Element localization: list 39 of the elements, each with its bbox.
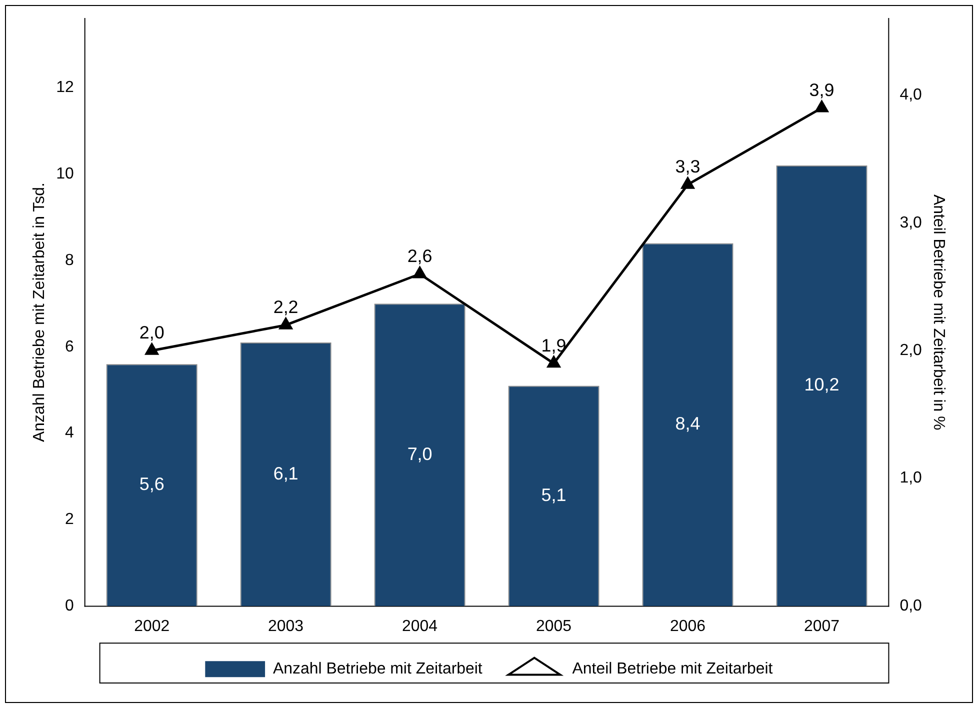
x-tick-label: 2004: [402, 618, 438, 636]
y2-tick-label: 4,0: [900, 86, 922, 104]
data-label: 3,3: [675, 156, 700, 177]
legend-label: Anteil Betriebe mit Zeitarbeit: [572, 660, 774, 678]
legend-label: Anzahl Betriebe mit Zeitarbeit: [273, 660, 483, 678]
x-tick-label: 2005: [536, 618, 572, 636]
y-tick-label: 6: [64, 338, 74, 356]
y2-tick-label: 1,0: [900, 470, 922, 487]
y2-axis-title: Anteil Betriebe mit Zeitarbeit in %: [930, 194, 948, 430]
data-label: 6,1: [273, 463, 298, 484]
point: [145, 343, 158, 355]
data-label: 2,6: [407, 246, 432, 266]
data-label: 5,1: [541, 484, 566, 505]
y-tick-label: 12: [56, 79, 74, 96]
point: [815, 100, 828, 112]
x-tick-label: 2007: [804, 618, 840, 636]
data-label: 5,6: [139, 474, 164, 494]
y-tick-label: 0: [64, 597, 74, 614]
y-tick-label: 10: [56, 165, 74, 182]
y2-tick-label: 3,0: [900, 214, 922, 232]
point: [547, 356, 560, 368]
y-tick-label: 4: [64, 424, 74, 442]
point: [413, 266, 426, 278]
y-tick-label: 2: [64, 511, 74, 528]
y2-tick-label: 2,0: [900, 342, 922, 360]
data-label: 3,9: [809, 80, 834, 100]
point: [681, 177, 694, 189]
x-tick-label: 2006: [670, 618, 706, 636]
point: [279, 318, 292, 330]
y2-tick-label: 0,0: [900, 597, 922, 614]
y-axis-title: Anzahl Betriebe mit Zeitarbeit in Tsd.: [30, 182, 48, 442]
data-label: 2,2: [273, 297, 298, 318]
x-tick-label: 2003: [268, 618, 304, 636]
data-label: 7,0: [407, 444, 432, 464]
y-tick-label: 8: [64, 252, 74, 269]
data-label: 2,0: [139, 322, 164, 343]
data-label: 10,2: [804, 374, 840, 395]
x-tick-label: 2002: [134, 618, 170, 636]
data-label: 8,4: [675, 414, 700, 434]
